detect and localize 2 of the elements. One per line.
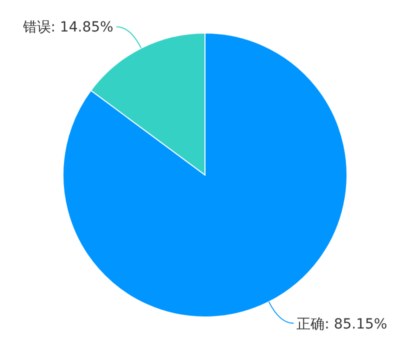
slice-label: 正确: 85.15% [296, 316, 388, 332]
slice-label: 错误: 14.85% [22, 20, 114, 36]
